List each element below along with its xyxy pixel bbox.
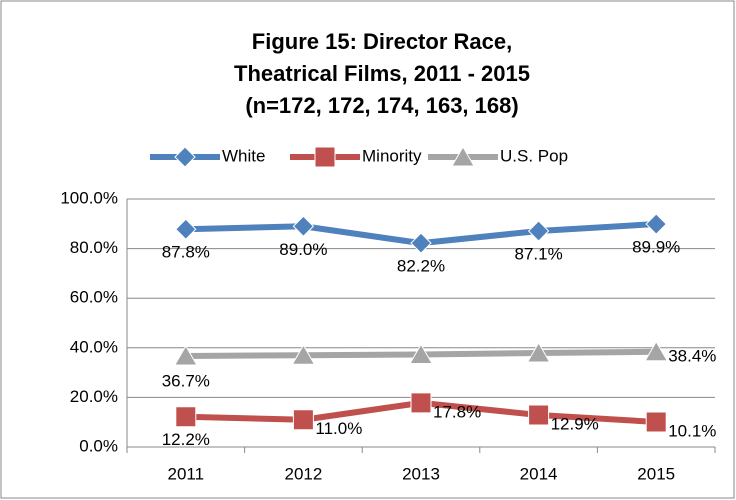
- data-label: 38.4%: [668, 346, 716, 365]
- y-tick-label: 20.0%: [70, 387, 118, 406]
- data-label: 87.1%: [514, 244, 562, 263]
- data-label: 12.2%: [162, 430, 210, 449]
- x-tick-label: 2014: [520, 464, 558, 483]
- x-tick-label: 2015: [637, 464, 675, 483]
- point: [292, 409, 314, 431]
- data-label: 89.9%: [632, 238, 680, 257]
- chart-title: (n=172, 172, 174, 163, 168): [245, 93, 518, 118]
- point: [526, 342, 551, 363]
- point: [291, 344, 316, 365]
- legend-marker: [314, 146, 336, 168]
- point: [175, 406, 197, 428]
- x-tick-label: 2013: [402, 464, 440, 483]
- legend-label: White: [222, 146, 265, 165]
- point: [173, 344, 198, 366]
- legend-marker: [174, 146, 196, 168]
- data-label: 10.1%: [668, 421, 716, 440]
- point: [644, 340, 669, 362]
- point: [645, 411, 667, 433]
- data-label: 82.2%: [397, 257, 445, 276]
- data-label: 17.8%: [433, 402, 481, 421]
- x-tick-label: 2012: [284, 464, 322, 483]
- y-tick-label: 40.0%: [70, 337, 118, 356]
- point: [527, 220, 550, 242]
- point: [292, 215, 315, 237]
- data-label: 12.9%: [551, 414, 599, 433]
- point: [409, 343, 433, 364]
- data-label: 36.7%: [162, 371, 210, 390]
- point: [410, 392, 432, 414]
- point: [528, 404, 550, 426]
- point: [410, 232, 432, 254]
- data-label: 89.0%: [279, 240, 327, 259]
- x-tick-label: 2011: [168, 464, 205, 483]
- point: [645, 213, 667, 235]
- data-label: 87.8%: [162, 243, 210, 262]
- legend-label: U.S. Pop: [500, 146, 568, 165]
- point: [175, 218, 197, 240]
- legend-label: Minority: [362, 146, 422, 165]
- legend-marker: [451, 146, 475, 167]
- chart-title: Theatrical Films, 2011 - 2015: [234, 61, 530, 86]
- y-tick-label: 0.0%: [79, 436, 118, 455]
- y-tick-label: 100.0%: [60, 188, 118, 207]
- y-tick-label: 80.0%: [70, 238, 118, 257]
- chart-title: Figure 15: Director Race,: [252, 29, 512, 54]
- y-tick-label: 60.0%: [70, 288, 118, 307]
- data-label: 11.0%: [315, 419, 362, 438]
